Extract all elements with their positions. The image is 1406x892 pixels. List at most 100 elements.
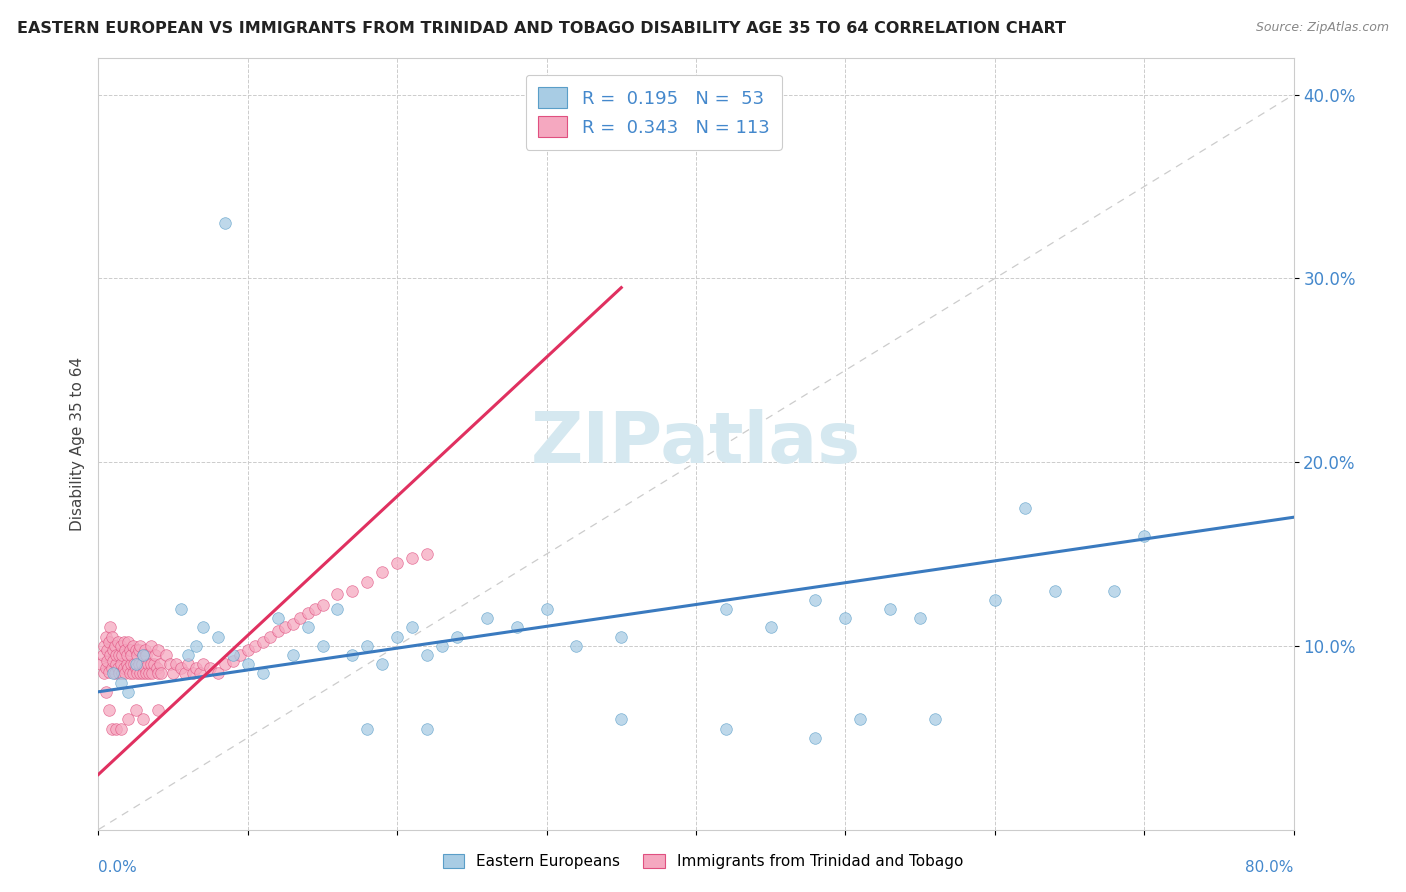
Y-axis label: Disability Age 35 to 64: Disability Age 35 to 64 <box>69 357 84 531</box>
Point <box>149 657 172 672</box>
Point <box>142 657 165 672</box>
Point <box>759 620 782 634</box>
Point <box>135 666 157 681</box>
Point <box>139 657 162 672</box>
Point <box>159 657 181 672</box>
Point <box>200 661 222 675</box>
Point <box>356 574 378 589</box>
Point <box>138 666 160 681</box>
Point <box>834 611 856 625</box>
Point <box>111 666 134 681</box>
Point <box>110 657 132 672</box>
Point <box>849 712 872 726</box>
Point <box>115 648 138 662</box>
Point <box>177 648 200 662</box>
Point <box>222 648 245 662</box>
Point <box>118 666 141 681</box>
Point <box>924 712 946 726</box>
Point <box>128 657 150 672</box>
Point <box>97 665 120 679</box>
Point <box>610 712 633 726</box>
Point <box>252 635 274 649</box>
Point <box>565 639 588 653</box>
Point <box>984 593 1007 607</box>
Point <box>446 630 468 644</box>
Point <box>110 675 132 690</box>
Point <box>114 642 136 657</box>
Point <box>139 639 162 653</box>
Point <box>134 661 156 675</box>
Point <box>134 642 156 657</box>
Point <box>97 703 120 717</box>
Point <box>222 654 245 668</box>
Point <box>121 639 143 653</box>
Point <box>169 602 191 616</box>
Point <box>107 661 129 675</box>
Point <box>184 639 207 653</box>
Point <box>274 620 297 634</box>
Point <box>184 661 207 675</box>
Point <box>188 666 211 681</box>
Point <box>104 666 127 681</box>
Point <box>181 666 204 681</box>
Point <box>143 648 166 662</box>
Point <box>129 666 152 681</box>
Point <box>120 657 142 672</box>
Point <box>117 635 139 649</box>
Point <box>356 722 378 736</box>
Point <box>115 657 138 672</box>
Point <box>297 606 319 620</box>
Point <box>110 639 132 653</box>
Point <box>111 648 134 662</box>
Point <box>245 639 267 653</box>
Point <box>127 648 149 662</box>
Point <box>162 666 184 681</box>
Point <box>804 731 827 745</box>
Point <box>141 666 163 681</box>
Point <box>101 722 124 736</box>
Point <box>132 648 155 662</box>
Point <box>112 635 135 649</box>
Point <box>714 722 737 736</box>
Text: 0.0%: 0.0% <box>98 860 138 875</box>
Point <box>165 657 187 672</box>
Point <box>416 547 439 561</box>
Point <box>125 642 148 657</box>
Text: EASTERN EUROPEAN VS IMMIGRANTS FROM TRINIDAD AND TOBAGO DISABILITY AGE 35 TO 64 : EASTERN EUROPEAN VS IMMIGRANTS FROM TRIN… <box>17 21 1066 36</box>
Point <box>214 657 236 672</box>
Point <box>150 666 173 681</box>
Point <box>1104 583 1126 598</box>
Point <box>96 642 118 657</box>
Point <box>125 703 148 717</box>
Point <box>125 661 148 675</box>
Point <box>129 639 152 653</box>
Point <box>416 722 439 736</box>
Point <box>371 566 394 580</box>
Point <box>714 602 737 616</box>
Point <box>101 630 124 644</box>
Point <box>125 657 148 672</box>
Legend: Eastern Europeans, Immigrants from Trinidad and Tobago: Eastern Europeans, Immigrants from Trini… <box>437 848 969 875</box>
Point <box>132 666 155 681</box>
Point <box>506 620 529 634</box>
Point <box>475 611 498 625</box>
Point <box>281 616 304 631</box>
Point <box>145 661 167 675</box>
Point <box>236 657 259 672</box>
Point <box>177 657 200 672</box>
Point <box>117 712 139 726</box>
Point <box>120 648 142 662</box>
Point <box>252 666 274 681</box>
Point <box>214 216 236 230</box>
Point <box>124 657 146 672</box>
Point <box>207 630 229 644</box>
Point <box>401 550 423 565</box>
Point <box>804 593 827 607</box>
Text: ZIPatlas: ZIPatlas <box>531 409 860 478</box>
Point <box>101 661 124 675</box>
Point <box>105 648 128 662</box>
Point <box>304 602 326 616</box>
Point <box>135 648 157 662</box>
Point <box>259 630 281 644</box>
Point <box>385 556 409 570</box>
